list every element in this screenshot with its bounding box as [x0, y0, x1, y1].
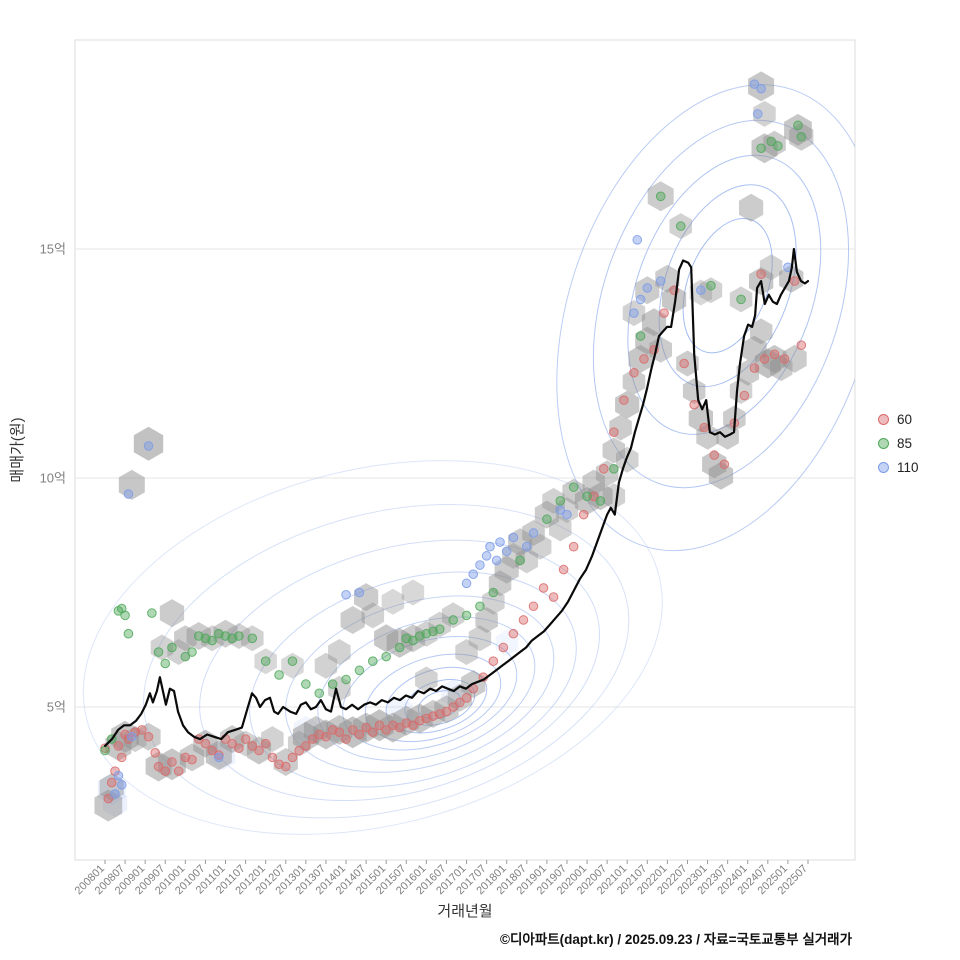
chart-svg: 5억 10억 15억 20080120080720090120090720100120…	[9, 39, 856, 920]
y-tick-label: 10억	[40, 471, 66, 486]
legend-dot-85-icon	[878, 438, 889, 449]
credit-text: ©디아파트(dapt.kr) / 2025.09.23 / 자료=국토교통부 실…	[500, 932, 852, 947]
y-tick-label: 15억	[40, 242, 66, 257]
legend-label-110: 110	[897, 460, 919, 475]
y-tick-label: 5억	[47, 700, 66, 715]
data-layers	[82, 71, 855, 835]
scatter-series-85	[100, 120, 807, 756]
y-axis-title: 매매가(원)	[9, 417, 26, 482]
legend: 60 85 110	[878, 412, 919, 475]
legend-dot-60-icon	[878, 414, 889, 425]
contour-layer	[82, 84, 855, 835]
plot-panel-border	[74, 39, 856, 861]
legend-item-110: 110	[878, 460, 919, 475]
chart-dynamic: 5억 10억 15억 20080120080720090120090720100120…	[40, 39, 856, 897]
scatter-series-60	[100, 269, 807, 804]
hexbin-layer	[94, 71, 814, 822]
legend-item-85: 85	[878, 436, 919, 451]
scatter-series-110	[110, 79, 793, 799]
legend-label-60: 60	[897, 412, 913, 427]
median-price-line	[103, 247, 810, 748]
legend-item-60: 60	[878, 412, 919, 427]
x-tick-labels: 2008012008072009012009072010012010072011…	[73, 860, 810, 897]
legend-dot-110-icon	[878, 462, 889, 473]
x-axis-title: 거래년월	[437, 903, 492, 920]
legend-label-85: 85	[897, 436, 913, 451]
